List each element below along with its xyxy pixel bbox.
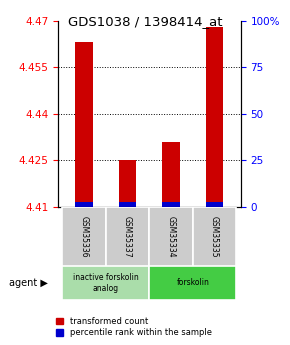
Bar: [149, 266, 236, 300]
Bar: [62, 266, 149, 300]
Bar: [162, 202, 180, 207]
Text: GSM35336: GSM35336: [79, 216, 89, 257]
Text: forskolin: forskolin: [176, 278, 209, 287]
Text: GSM35335: GSM35335: [210, 216, 219, 257]
Text: GDS1038 / 1398414_at: GDS1038 / 1398414_at: [68, 16, 222, 29]
Text: inactive forskolin
analog: inactive forskolin analog: [73, 273, 139, 293]
Bar: [75, 42, 93, 207]
Bar: [62, 207, 106, 266]
Bar: [149, 207, 193, 266]
Legend: transformed count, percentile rank within the sample: transformed count, percentile rank withi…: [56, 317, 212, 337]
Bar: [119, 160, 136, 207]
Bar: [193, 207, 236, 266]
Bar: [106, 207, 149, 266]
Text: GSM35334: GSM35334: [166, 216, 176, 257]
Bar: [206, 202, 223, 207]
Bar: [206, 27, 223, 207]
Bar: [75, 202, 93, 207]
Bar: [162, 142, 180, 207]
Text: GSM35337: GSM35337: [123, 216, 132, 257]
Text: agent ▶: agent ▶: [9, 278, 48, 288]
Bar: [119, 202, 136, 207]
